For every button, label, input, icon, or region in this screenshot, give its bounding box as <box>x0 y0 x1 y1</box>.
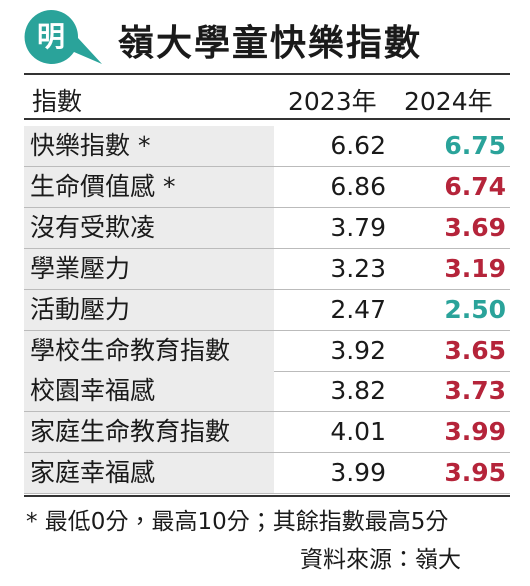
table-row: 校園幸福感 3.82 3.73 <box>24 371 510 413</box>
value-2023: 6.62 <box>330 131 386 160</box>
table-row: 快樂指數 * 6.62 6.75 <box>24 126 510 167</box>
table-row: 活動壓力 2.47 2.50 <box>24 289 510 331</box>
table-row: 學校生命教育指數 3.92 3.65 <box>24 330 510 372</box>
value-2023: 3.79 <box>330 212 386 242</box>
rule <box>24 73 510 75</box>
row-label: 活動壓力 <box>24 289 274 330</box>
row-label: 校園幸福感 <box>24 371 274 412</box>
table-row: 沒有受欺凌 3.79 3.69 <box>24 207 510 249</box>
value-2024: 6.75 <box>444 131 506 160</box>
rule <box>24 495 510 497</box>
table-row: 生命價值感 * 6.86 6.74 <box>24 166 510 208</box>
row-label: 沒有受欺凌 <box>24 207 274 248</box>
logo-shape <box>24 9 103 64</box>
row-label: 學校生命教育指數 <box>24 330 274 371</box>
value-2023: 2.47 <box>330 294 386 324</box>
value-2024: 3.65 <box>444 335 506 365</box>
table-row: 家庭生命教育指數 4.01 3.99 <box>24 412 510 454</box>
table-row: 學業壓力 3.23 3.19 <box>24 248 510 290</box>
col-header: 2024年 <box>404 87 493 116</box>
table-row: 家庭幸福感 3.99 3.95 <box>24 453 510 495</box>
row-label: 生命價值感 * <box>24 166 274 207</box>
row-label: 快樂指數 * <box>24 126 274 166</box>
value-2023: 3.82 <box>330 376 386 406</box>
value-2024: 3.73 <box>444 376 506 406</box>
logo-text: 明 <box>37 20 65 53</box>
value-2023: 6.86 <box>330 171 386 201</box>
row-label: 家庭幸福感 <box>24 453 274 494</box>
title: 嶺大學童快樂指數 <box>118 23 423 64</box>
logo: 明 <box>24 9 103 64</box>
value-2024: 2.50 <box>444 294 506 324</box>
value-2023: 4.01 <box>330 417 386 447</box>
value-2024: 3.19 <box>444 253 506 283</box>
col-header: 2023年 <box>288 87 377 116</box>
row-label: 家庭生命教育指數 <box>24 412 274 453</box>
value-2024: 6.74 <box>444 171 506 201</box>
row-label: 學業壓力 <box>24 248 274 289</box>
value-2024: 3.99 <box>444 417 506 447</box>
value-2024: 3.95 <box>444 458 506 488</box>
col-header: 指數 <box>32 87 83 116</box>
value-2023: 3.92 <box>330 335 386 365</box>
source: 資料來源：嶺大 <box>300 547 461 573</box>
rule <box>24 118 510 120</box>
value-2023: 3.23 <box>330 253 386 283</box>
value-2023: 3.99 <box>330 458 386 488</box>
footnote: * 最低0分，最高10分；其餘指數最高5分 <box>26 509 449 535</box>
value-2024: 3.69 <box>444 212 506 242</box>
